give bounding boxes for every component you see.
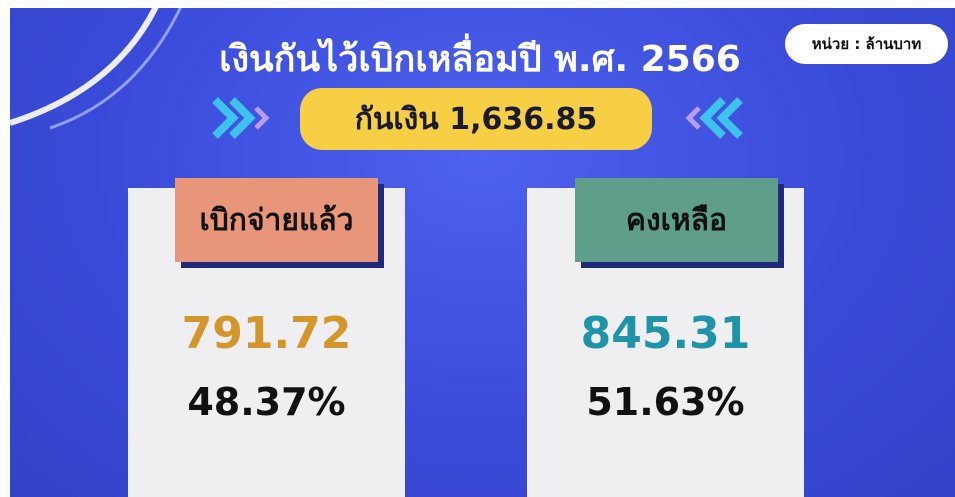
card-label: เบิกจ่ายแล้ว <box>175 178 378 262</box>
chevron <box>212 97 239 139</box>
chevron <box>716 97 743 139</box>
card-amount: 845.31 <box>580 308 751 359</box>
chevron <box>254 106 270 130</box>
title: เงินกันไว้เบิกเหลื่อมปี พ.ศ. 2566 <box>219 39 741 80</box>
arc <box>10 8 159 126</box>
card-amount: 791.72 <box>181 308 352 359</box>
chevron <box>699 97 726 139</box>
chevron <box>229 97 256 139</box>
arc <box>49 8 182 130</box>
chevron <box>685 106 701 130</box>
unit-badge: หน่วย : ล้านบาท <box>785 24 948 64</box>
decorations <box>10 8 743 139</box>
background: เงินกันไว้เบิกเหลื่อมปี พ.ศ. 2566 หน่วย … <box>10 8 955 497</box>
card-percent: 51.63% <box>586 380 745 424</box>
total-badge: กันเงิน 1,636.85 <box>300 88 652 150</box>
card-label: คงเหลือ <box>575 178 778 262</box>
card-percent: 48.37% <box>187 380 346 424</box>
